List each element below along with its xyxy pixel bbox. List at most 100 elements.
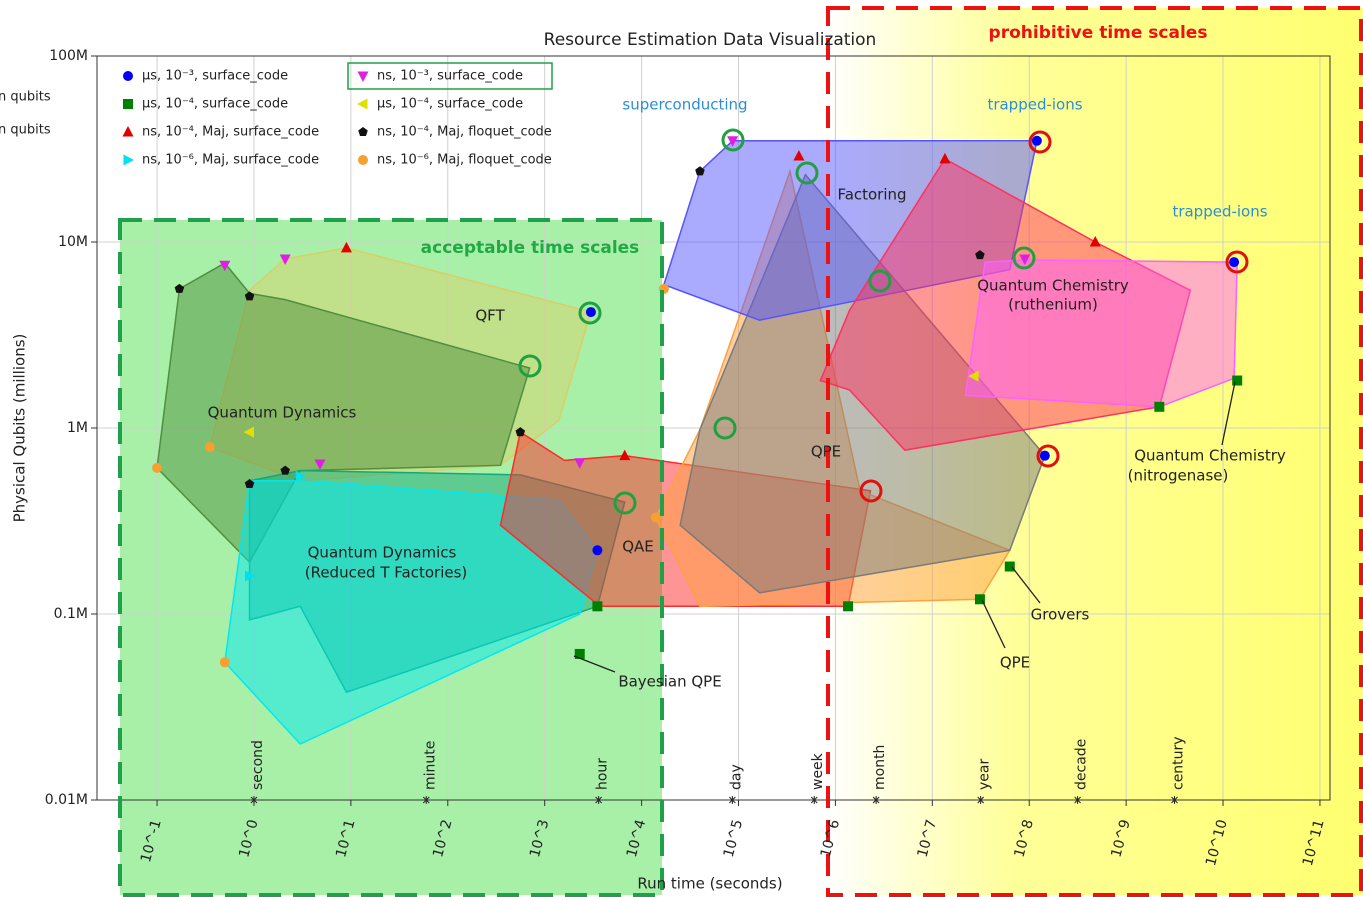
annotation: Factoring (837, 186, 906, 204)
plot-area: second minute hour day week month year decade ce… (91, 55, 1330, 806)
point (574, 458, 586, 469)
point (727, 136, 739, 147)
point (279, 254, 291, 266)
highlight (1012, 246, 1036, 270)
highlight (713, 416, 737, 440)
arrow (1011, 566, 1041, 604)
highlight (868, 269, 892, 293)
point (1019, 254, 1031, 266)
arrows (573, 381, 1236, 673)
point (585, 307, 596, 318)
chart-title: Resource Estimation Data Visualization (544, 30, 877, 50)
point (793, 149, 805, 161)
annotation: n qubits (0, 90, 51, 105)
time-marker-label: minute (422, 741, 438, 790)
legend-highlight (347, 62, 553, 90)
highlight (613, 491, 637, 515)
legend-label: ns, 10⁻⁴, Maj, floquet_code (377, 125, 552, 140)
point (619, 449, 631, 461)
annotation: Quantum Dynamics (308, 544, 457, 562)
point (244, 478, 255, 489)
x-axis-label: Run time (seconds) (637, 875, 782, 893)
time-marker-label: second (250, 740, 266, 790)
annotation: Quantum Chemistry (977, 277, 1129, 295)
point (219, 260, 231, 272)
legend-label: ns, 10⁻⁶, Maj, surface_code (142, 153, 319, 168)
legend-label: μs, 10⁻⁴, surface_code (142, 97, 288, 112)
highlight (795, 161, 819, 185)
time-marker-label: month (872, 745, 888, 790)
arrow (1221, 381, 1236, 446)
y-tick-label: 10M (58, 234, 88, 250)
point (975, 250, 985, 260)
annotation: trapped-ions (987, 96, 1082, 114)
point (968, 370, 979, 382)
time-marker-label: year (977, 759, 993, 790)
point (295, 470, 307, 482)
point (1004, 561, 1015, 572)
plot-frame (96, 55, 1331, 801)
annotation: n qubits (0, 123, 51, 138)
annotation: QPE (811, 443, 841, 461)
highlight (1225, 250, 1249, 274)
arrow (981, 599, 1006, 649)
annotation: (ruthenium) (1008, 296, 1098, 314)
highlight (518, 354, 542, 378)
annotation: (nitrogenase) (1128, 467, 1229, 485)
point (314, 459, 326, 471)
annotation: Grovers (1031, 606, 1090, 624)
point (244, 291, 255, 301)
legend-label: ns, 10⁻⁴, Maj, surface_code (142, 125, 319, 140)
legend-marker (122, 126, 134, 137)
annotation: QAE (622, 538, 654, 556)
time-marker-label: decade (1074, 739, 1090, 790)
legend-marker (123, 71, 133, 81)
point (1089, 236, 1101, 247)
highlight (721, 128, 745, 152)
y-tick-label: 0.01M (45, 792, 88, 808)
time-marker-label: day (728, 764, 744, 790)
point (592, 601, 603, 612)
point (280, 465, 290, 475)
legend-marker (358, 155, 368, 165)
point (695, 166, 705, 176)
y-tick-label: 100M (49, 48, 88, 64)
highlight (859, 479, 883, 503)
annotation: QFT (475, 307, 505, 325)
legend-marker (358, 127, 368, 137)
highlight (578, 301, 602, 325)
point (243, 426, 255, 438)
point (1232, 375, 1243, 386)
legend-marker (357, 98, 368, 110)
point (1154, 401, 1165, 412)
highlight (1028, 130, 1052, 154)
x-tick-label: 10^5 (721, 818, 746, 859)
y-tick-label: 1M (67, 420, 88, 436)
point (843, 601, 854, 612)
point (515, 427, 526, 437)
time-marker-label: week (810, 752, 826, 790)
arrow (573, 655, 616, 673)
point (1039, 450, 1050, 461)
point (204, 442, 215, 453)
legend-marker (123, 154, 134, 166)
point (245, 570, 256, 582)
legend-label: μs, 10⁻³, surface_code (142, 69, 288, 84)
annotation: Quantum Chemistry (1134, 447, 1286, 465)
annotation: Quantum Dynamics (208, 404, 357, 422)
point (1229, 257, 1240, 268)
point (340, 241, 352, 253)
y-tick-label: 0.1M (54, 606, 88, 622)
annotation: QPE (1000, 654, 1030, 672)
legend-label: μs, 10⁻⁴, surface_code (377, 97, 523, 112)
highlights (518, 128, 1249, 515)
point (174, 283, 185, 293)
annotation: trapped-ions (1172, 203, 1267, 221)
time-marker-label: hour (595, 758, 611, 790)
point (1031, 135, 1042, 146)
time-marker-label: century (1170, 736, 1186, 790)
point (152, 462, 163, 473)
legend-marker (357, 71, 369, 82)
annotation: acceptable time scales (421, 238, 640, 258)
